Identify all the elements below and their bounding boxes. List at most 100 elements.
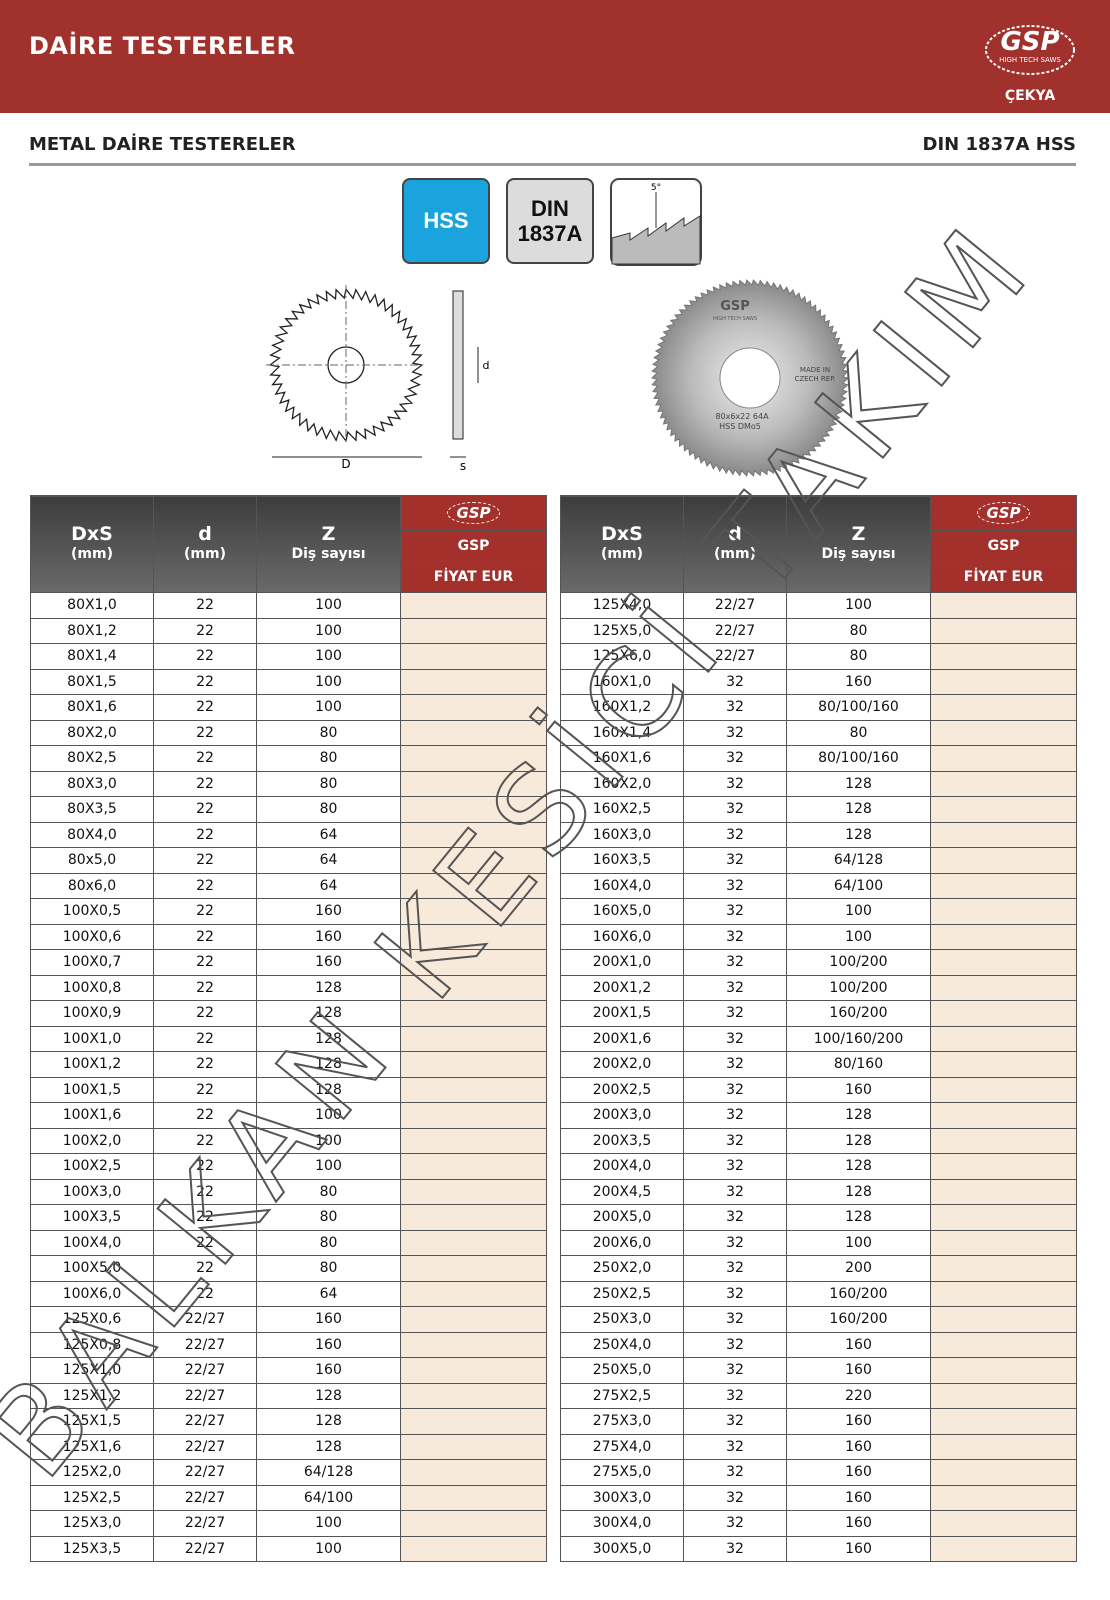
cell: 22/27: [153, 1433, 257, 1460]
cell: 22: [153, 923, 257, 950]
cell: 22: [153, 719, 257, 746]
cell: 64: [256, 1280, 401, 1307]
price-cell: [400, 796, 547, 823]
column-title: Z: [321, 523, 336, 545]
cell: 160X2,0: [560, 770, 684, 797]
data-row: 125X1,6 22/27 128: [30, 1433, 547, 1460]
logo-text: GSP: [1000, 27, 1059, 57]
price-cell: [400, 949, 547, 976]
column-unit: (mm): [601, 546, 643, 562]
price-cell: [400, 1255, 547, 1282]
data-row: 200X3,0 32 128: [560, 1102, 1077, 1129]
cell: 128: [256, 974, 401, 1001]
data-row: 200X1,0 32 100/200: [560, 949, 1077, 976]
cell: 160: [786, 1408, 931, 1435]
cell: 160X1,4: [560, 719, 684, 746]
cell: 125X1,5: [30, 1408, 154, 1435]
badge-din: DIN 1837A: [506, 178, 594, 264]
page-title: DAİRE TESTERELER: [29, 32, 296, 60]
brand-logo-cell: GSP: [400, 495, 547, 531]
cell: 22: [153, 1280, 257, 1307]
cell: 200X1,6: [560, 1025, 684, 1052]
cell: 22: [153, 974, 257, 1001]
cell: 125X2,5: [30, 1484, 154, 1511]
cell: 80: [256, 1178, 401, 1205]
price-cell: [400, 1459, 547, 1486]
price-cell: [930, 1204, 1077, 1231]
data-row: 100X1,0 22 128: [30, 1025, 547, 1052]
cell: 200: [786, 1255, 931, 1282]
data-row: 80X1,0 22 100: [30, 592, 547, 619]
price-cell: [930, 617, 1077, 644]
cell: 160: [786, 1535, 931, 1562]
cell: 32: [683, 1280, 787, 1307]
data-row: 125X6,0 22/27 80: [560, 643, 1077, 670]
data-row: 100X3,5 22 80: [30, 1204, 547, 1231]
data-row: 100X3,0 22 80: [30, 1178, 547, 1205]
data-row: 160X1,0 32 160: [560, 668, 1077, 695]
price-cell: [930, 745, 1077, 772]
data-row: 125X0,6 22/27 160: [30, 1306, 547, 1333]
brand-header: GSP: [400, 530, 547, 562]
data-row: 125X2,0 22/27 64/128: [30, 1459, 547, 1486]
price-cell: [400, 847, 547, 874]
cell: 32: [683, 872, 787, 899]
data-row: 200X1,6 32 100/160/200: [560, 1025, 1077, 1052]
cell: 32: [683, 847, 787, 874]
price-cell: [930, 1127, 1077, 1154]
cell: 100: [256, 1153, 401, 1180]
data-row: 200X2,0 32 80/160: [560, 1051, 1077, 1078]
cell: 160: [786, 1331, 931, 1358]
price-cell: [930, 1484, 1077, 1511]
column-title: DxS: [601, 523, 643, 545]
cell: 100: [256, 643, 401, 670]
cell: 80/160: [786, 1051, 931, 1078]
data-row: 200X1,2 32 100/200: [560, 974, 1077, 1001]
price-cell: [400, 1484, 547, 1511]
column-header: d (mm): [683, 495, 787, 593]
cell: 160X1,6: [560, 745, 684, 772]
cell: 125X5,0: [560, 617, 684, 644]
cell: 22/27: [153, 1459, 257, 1486]
cell: 100X0,5: [30, 898, 154, 925]
cell: 32: [683, 1382, 787, 1409]
data-row: 100X2,0 22 100: [30, 1127, 547, 1154]
price-cell: [930, 1408, 1077, 1435]
cell: 32: [683, 974, 787, 1001]
cell: 32: [683, 949, 787, 976]
cell: 160: [786, 1510, 931, 1537]
price-cell: [930, 1102, 1077, 1129]
cell: 22/27: [153, 1306, 257, 1333]
cell: 22/27: [153, 1382, 257, 1409]
header-band: [0, 0, 1110, 113]
data-row: 80X4,0 22 64: [30, 821, 547, 848]
rule: [29, 163, 1076, 166]
cell: 22/27: [153, 1357, 257, 1384]
cell: 128: [786, 1127, 931, 1154]
cell: 128: [256, 1433, 401, 1460]
price-cell: [930, 1433, 1077, 1460]
price-cell: [930, 1229, 1077, 1256]
cell: 80X1,5: [30, 668, 154, 695]
price-cell: [930, 872, 1077, 899]
cell: 80X2,5: [30, 745, 154, 772]
cell: 160: [256, 898, 401, 925]
cell: 22/27: [153, 1535, 257, 1562]
price-cell: [400, 1382, 547, 1409]
cell: 200X5,0: [560, 1204, 684, 1231]
cell: 160X1,2: [560, 694, 684, 721]
cell: 100: [786, 592, 931, 619]
data-row: 200X1,5 32 160/200: [560, 1000, 1077, 1027]
cell: 250X2,5: [560, 1280, 684, 1307]
cell: 160/200: [786, 1000, 931, 1027]
cell: 100X2,0: [30, 1127, 154, 1154]
data-row: 125X4,0 22/27 100: [560, 592, 1077, 619]
cell: 100X0,8: [30, 974, 154, 1001]
data-row: 160X6,0 32 100: [560, 923, 1077, 950]
price-cell: [930, 770, 1077, 797]
cell: 160X1,0: [560, 668, 684, 695]
cell: 32: [683, 923, 787, 950]
data-row: 100X0,9 22 128: [30, 1000, 547, 1027]
cell: 100: [786, 1229, 931, 1256]
price-cell: [930, 1459, 1077, 1486]
